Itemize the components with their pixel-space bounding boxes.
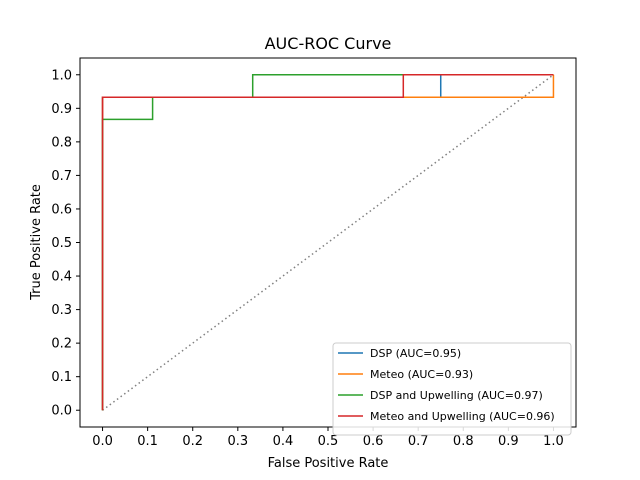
x-tick-label: 0.6	[363, 434, 384, 449]
legend-label-1: Meteo (AUC=0.93)	[370, 368, 473, 381]
chance-diagonal-line	[102, 74, 554, 411]
x-tick-label: 0.2	[182, 434, 203, 449]
legend-box	[332, 342, 572, 436]
chart-title: AUC-ROC Curve	[265, 34, 392, 53]
y-tick-label: 0.0	[51, 404, 72, 419]
x-tick-label: 0.4	[273, 434, 294, 449]
x-tick-label: 0.5	[318, 434, 339, 449]
y-axis-title: True Positive Rate	[29, 184, 44, 301]
legend: DSP (AUC=0.95) Meteo (AUC=0.93) DSP and Up…	[332, 342, 572, 436]
y-tick-label: 0.3	[51, 303, 72, 318]
y-tick-label: 0.7	[51, 169, 72, 184]
x-tick-label: 0.1	[137, 434, 158, 449]
x-tick-label: 1.0	[543, 434, 564, 449]
y-tick-label: 0.8	[51, 135, 72, 150]
y-tick-label: 0.6	[51, 202, 72, 217]
x-tick-label: 0.3	[227, 434, 248, 449]
legend-label-0: DSP (AUC=0.95)	[370, 347, 461, 360]
legend-label-2: DSP and Upwelling (AUC=0.97)	[370, 389, 543, 402]
x-tick-label: 0.0	[92, 434, 113, 449]
series-line-3	[101, 74, 554, 411]
y-tick-label: 0.4	[51, 270, 72, 285]
y-tick-label: 0.2	[51, 337, 72, 352]
x-axis-title: False Positive Rate	[268, 456, 389, 471]
y-tick-label: 0.1	[51, 370, 72, 385]
y-tick-label: 0.9	[51, 102, 72, 117]
legend-label-3: Meteo and Upwelling (AUC=0.96)	[370, 410, 555, 423]
x-tick-label: 0.7	[408, 434, 429, 449]
x-tick-label: 0.9	[498, 434, 519, 449]
y-tick-label: 1.0	[51, 68, 72, 83]
y-tick-label: 0.5	[51, 236, 72, 251]
x-tick-label: 0.8	[453, 434, 474, 449]
